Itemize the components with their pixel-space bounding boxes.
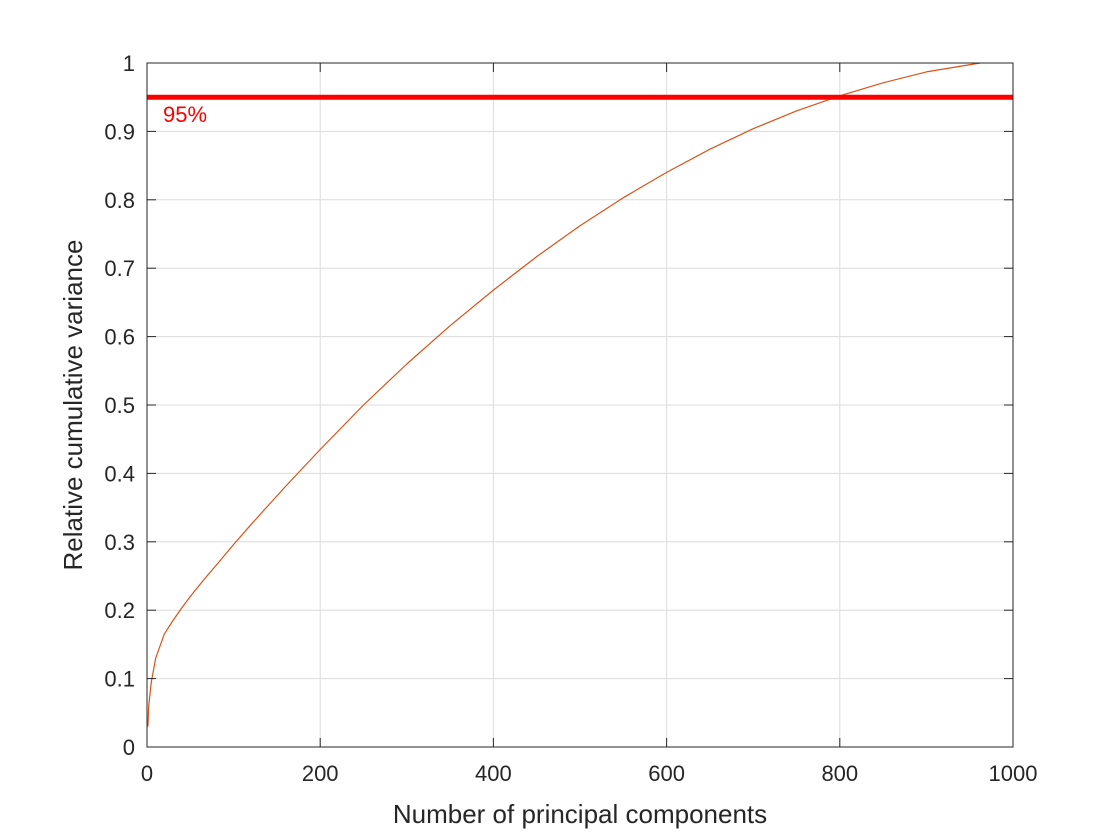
y-tick-label: 0 xyxy=(123,735,135,760)
grid-lines xyxy=(147,63,1013,747)
x-axis-label: Number of principal components xyxy=(393,799,767,829)
x-tick-label: 600 xyxy=(648,761,685,786)
x-tick-label: 1000 xyxy=(989,761,1038,786)
y-tick-label: 0.4 xyxy=(104,461,135,486)
variance-curve xyxy=(147,62,981,727)
threshold-label: 95% xyxy=(163,102,207,127)
y-tick-label: 0.1 xyxy=(104,667,135,692)
y-tick-label: 0.9 xyxy=(104,119,135,144)
y-tick-label: 0.8 xyxy=(104,188,135,213)
y-tick-label: 0.6 xyxy=(104,325,135,350)
x-tick-labels: 0 200 400 600 800 1000 xyxy=(141,761,1038,786)
x-tick-label: 0 xyxy=(141,761,153,786)
reference-line-group: 95% xyxy=(147,94,1013,127)
y-axis-label: Relative cumulative variance xyxy=(58,240,88,571)
y-tick-labels: 0 0.1 0.2 0.3 0.4 0.5 0.6 0.7 0.8 0.9 1 xyxy=(104,51,135,760)
y-tick-label: 0.7 xyxy=(104,256,135,281)
x-tick-label: 800 xyxy=(821,761,858,786)
x-tick-label: 200 xyxy=(302,761,339,786)
x-tick-label: 400 xyxy=(475,761,512,786)
data-series xyxy=(147,62,981,727)
y-tick-label: 1 xyxy=(123,51,135,76)
y-tick-label: 0.3 xyxy=(104,530,135,555)
y-tick-label: 0.2 xyxy=(104,598,135,623)
tick-marks xyxy=(146,62,1014,748)
y-tick-label: 0.5 xyxy=(104,393,135,418)
